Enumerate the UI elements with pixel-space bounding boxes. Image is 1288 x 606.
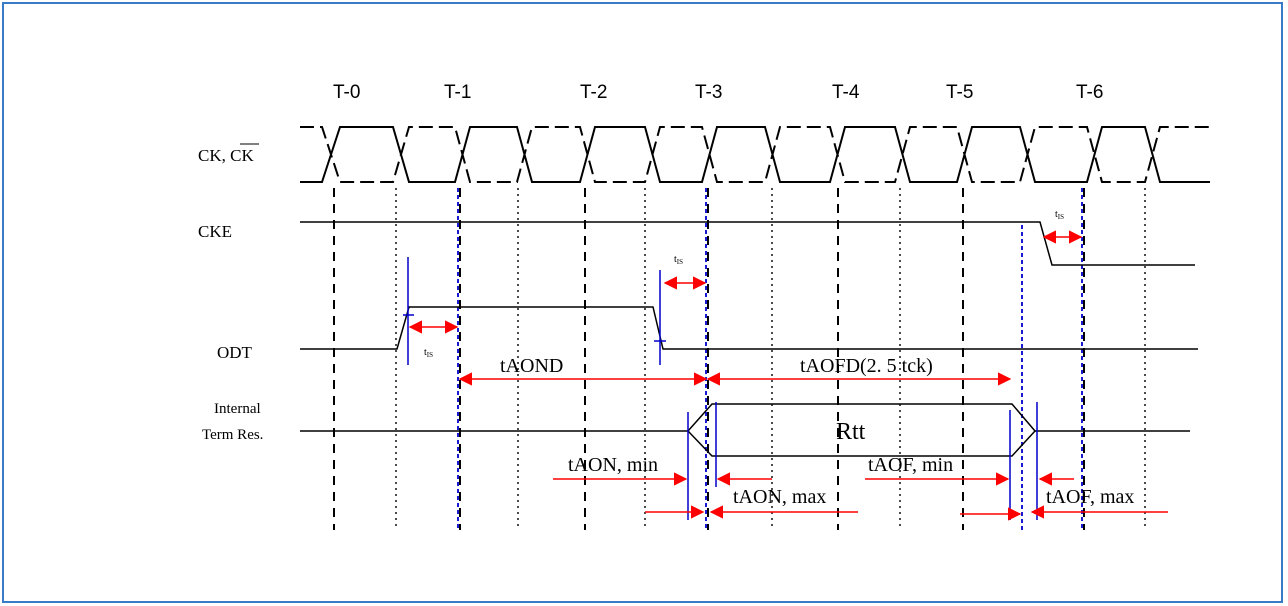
clock-tick-labels: T-0 T-1 T-2 T-3 T-4 T-5 T-6 [333,82,1103,103]
timing-labels: tAOND tAOFD(2. 5 tck) tAON, min tAON, ma… [500,355,1134,508]
tis-label-odt-rise: tIS [424,347,433,359]
tick-label-t0: T-0 [333,82,360,103]
taond-label: tAOND [500,355,563,377]
odt-waveform [300,306,1198,350]
taon-min-label: tAON, min [568,454,658,476]
tick-label-t1: T-1 [444,82,471,103]
signal-labels: CK, CK CKE ODT Internal Term Res. [198,143,263,443]
internal-term-label-2: Term Res. [202,427,263,443]
tick-label-t6: T-6 [1076,82,1103,103]
taof-min-label: tAOF, min [868,454,953,476]
tick-label-t3: T-3 [695,82,722,103]
timing-arrows [408,230,1168,521]
tick-label-t2: T-2 [580,82,607,103]
black-dashed-overlay [459,188,1085,530]
cke-waveform [300,221,1195,266]
tis-label-odt-fall: tIS [674,254,683,266]
vertical-grid [333,188,1146,530]
taof-max-label: tAOF, max [1046,486,1134,508]
tick-label-t5: T-5 [946,82,973,103]
rtt-label: Rtt [836,419,866,445]
ck-label: CK, CK [198,146,254,165]
cke-label: CKE [198,222,232,241]
ck-waveform [300,126,1210,183]
tick-label-t4: T-4 [832,82,860,103]
tis-labels: tIS tIS tIS [424,209,1064,359]
tis-label-cke: tIS [1055,209,1064,221]
internal-term-label-1: Internal [214,401,261,417]
blue-reference-lines [457,188,1083,530]
rtt-waveform [300,403,1190,457]
odt-label: ODT [217,343,253,362]
blue-markers [403,257,1038,520]
ck-bar-label: CK [230,146,254,165]
taon-max-label: tAON, max [733,486,826,508]
taofd-label: tAOFD(2. 5 tck) [800,355,933,377]
